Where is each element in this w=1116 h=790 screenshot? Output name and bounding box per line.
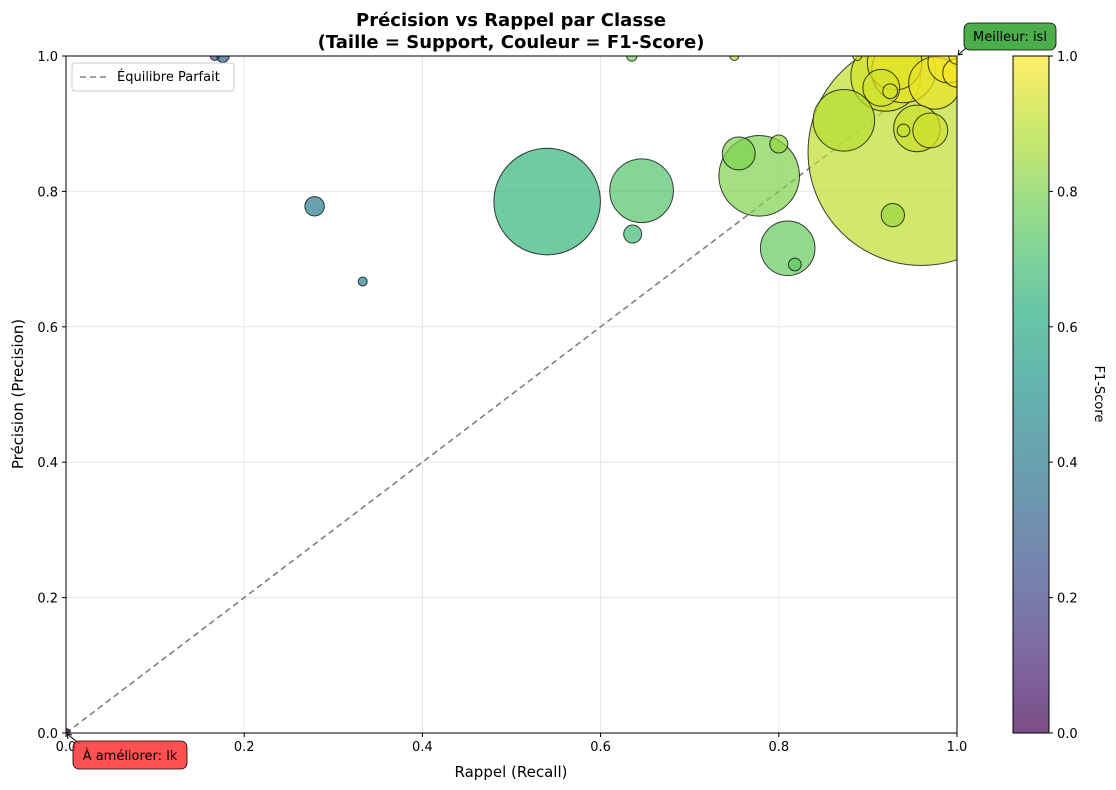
legend: Équilibre Parfait [71, 62, 235, 92]
scatter-point [493, 147, 601, 256]
x-tick-label: 0.2 [234, 740, 255, 755]
scatter-point [623, 224, 643, 244]
legend-box [71, 62, 235, 92]
y-tick-label: 0.2 [37, 592, 58, 607]
x-tick-label: 1.0 [947, 740, 968, 755]
y-tick-label: 0.0 [37, 727, 58, 742]
annotation-worst-text: À améliorer: lk [83, 748, 178, 764]
scatter-point [896, 123, 911, 138]
scatter-point [852, 56, 863, 62]
plot-frame [65, 55, 958, 734]
colorbar-frame [1012, 55, 1050, 734]
y-tick-label: 0.4 [37, 456, 58, 471]
scatter-point [357, 276, 368, 287]
colorbar-tick-label: 0.6 [1057, 321, 1078, 336]
scatter-point [769, 134, 789, 154]
colorbar-tick-label: 0.2 [1057, 592, 1078, 607]
annotation-worst-arrowhead-icon [66, 733, 73, 740]
x-axis-label: Rappel (Recall) [455, 763, 568, 781]
annotation-best-arrow [957, 47, 967, 56]
scatter-points [66, 56, 957, 733]
annotation-worst: À améliorer: lk [66, 733, 188, 770]
scatter-point [721, 136, 756, 171]
colorbar-tick-label: 0.8 [1057, 185, 1078, 200]
y-tick-label: 1.0 [37, 50, 58, 65]
x-tick-label: 0.0 [56, 740, 77, 755]
scatter-point [787, 257, 802, 272]
colorbar: 0.0 0.2 0.4 0.6 0.8 1.0 F1-Score [1012, 50, 1106, 742]
y-axis-ticks: 0.0 0.2 0.4 0.6 0.8 1.0 [37, 50, 66, 742]
annotation-worst-box [72, 740, 188, 770]
scatter-point [942, 58, 957, 88]
scatter-point [729, 56, 740, 62]
y-axis-label: Précision (Precision) [9, 319, 27, 469]
legend-label: Équilibre Parfait [117, 69, 220, 85]
annotation-best: Meilleur: isl [957, 22, 1057, 56]
scatter-point [812, 89, 876, 152]
x-tick-label: 0.8 [768, 740, 789, 755]
annotation-best-arrowhead-icon [957, 49, 964, 56]
scatter-point [912, 112, 949, 149]
annotation-best-box [963, 22, 1057, 51]
scatter-point [880, 202, 905, 228]
scatter-point [304, 196, 325, 217]
y-tick-label: 0.6 [37, 321, 58, 336]
colorbar-label: F1-Score [1091, 366, 1106, 423]
chart-title: Précision vs Rappel par Classe [356, 10, 666, 31]
colorbar-gradient [1013, 56, 1049, 733]
perfect-balance-line [66, 56, 957, 733]
scatter-point [626, 56, 638, 62]
scatter-point [609, 158, 674, 224]
colorbar-ticks: 0.0 0.2 0.4 0.6 0.8 1.0 [1049, 50, 1078, 742]
scatter-point [215, 56, 230, 63]
x-tick-label: 0.4 [412, 740, 433, 755]
x-axis-ticks: 0.0 0.2 0.4 0.6 0.8 1.0 [56, 733, 968, 755]
scatter-point [209, 56, 220, 62]
colorbar-tick-label: 1.0 [1057, 50, 1078, 65]
x-tick-label: 0.6 [590, 740, 611, 755]
chart-subtitle: (Taille = Support, Couleur = F1-Score) [318, 32, 705, 53]
scatter-point [759, 220, 816, 277]
colorbar-tick-label: 0.0 [1057, 727, 1078, 742]
y-tick-label: 0.8 [37, 185, 58, 200]
annotation-best-text: Meilleur: isl [973, 30, 1047, 45]
colorbar-tick-label: 0.4 [1057, 456, 1078, 471]
scatter-point [882, 83, 899, 100]
